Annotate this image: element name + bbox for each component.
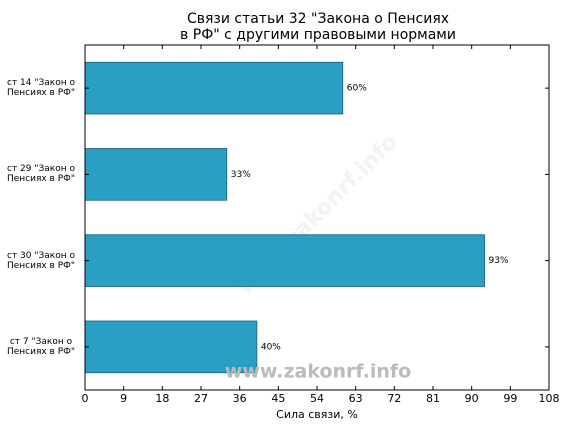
bar [84,148,228,201]
x-axis-label: Сила связи, % [276,408,358,421]
x-tick-label: 90 [465,392,479,405]
x-tick-label: 108 [539,392,560,405]
plot-frame [84,44,550,391]
x-tick-label: 27 [194,392,208,405]
y-tick-label: ст 29 "Закон о Пенсиях в РФ" [6,164,76,185]
chart-title: Связи статьи 32 "Закона о Пенсиях в РФ" с… [180,11,456,43]
x-tick-label: 36 [233,392,247,405]
bar [84,320,258,374]
y-tick-label: ст 7 "Закон о Пенсиях в РФ" [6,336,76,357]
watermark: www.zakonrf.info [225,361,411,383]
x-tick-label: 0 [82,392,89,405]
x-tick-label: 9 [120,392,127,405]
x-tick-label: 63 [349,392,363,405]
value-label: 40% [261,342,281,352]
x-tick-label: 18 [155,392,169,405]
bar [84,61,344,115]
x-tick-label: 54 [310,392,324,405]
x-tick-label: 72 [387,392,401,405]
x-tick-label: 45 [271,392,285,405]
bar [84,234,485,287]
x-tick-label: 99 [503,392,517,405]
y-tick-label: ст 14 "Закон о Пенсиях в РФ" [6,78,76,99]
y-tick-label: ст 30 "Закон о Пенсиях в РФ" [6,250,76,271]
value-label: 60% [347,84,367,94]
value-label: 93% [489,256,509,266]
value-label: 33% [231,170,251,180]
x-tick-label: 81 [426,392,440,405]
